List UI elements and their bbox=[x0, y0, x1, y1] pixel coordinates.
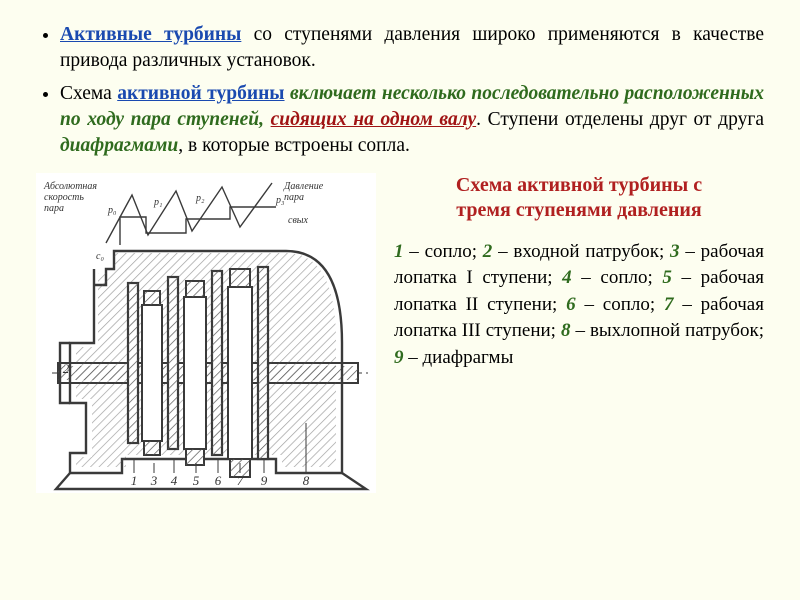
lg-9: 9 bbox=[394, 347, 404, 368]
callout-3: 3 bbox=[150, 473, 158, 488]
caption-line-2: тремя ступенями давления bbox=[456, 199, 701, 221]
term-one-shaft: сидящих на одном валу bbox=[271, 109, 477, 130]
b2-mid2: . Ступени отделены друг от друга bbox=[476, 109, 764, 130]
lbl-c0: c₀ bbox=[96, 251, 104, 262]
turbine-svg: Абсолютная скорость пара Давление пара p… bbox=[36, 173, 376, 493]
callout-6: 6 bbox=[215, 473, 222, 488]
lg-3: 3 bbox=[670, 241, 680, 262]
bullet-list: Активные турбины со ступенями давления ш… bbox=[36, 22, 764, 159]
callout-1: 1 bbox=[131, 473, 138, 488]
slide: Активные турбины со ступенями давления ш… bbox=[0, 0, 800, 600]
figure-legend: 1 – сопло; 2 – входной патрубок; 3 – раб… bbox=[394, 239, 764, 372]
term-active-turbine: активной турбины bbox=[117, 83, 284, 104]
term-active-turbines: Активные турбины bbox=[60, 24, 241, 45]
callout-4: 4 bbox=[171, 473, 178, 488]
figure-column: Абсолютная скорость пара Давление пара p… bbox=[36, 173, 376, 493]
lbl-abs-3: пара bbox=[44, 203, 64, 214]
lbl-p1: p₁ bbox=[153, 197, 162, 208]
lbl-p0: p₀ bbox=[107, 205, 117, 216]
lg-6: 6 bbox=[566, 294, 576, 315]
lbl-cout: cвых bbox=[288, 215, 309, 226]
bullet-1: Активные турбины со ступенями давления ш… bbox=[60, 22, 764, 73]
lbl-p2: p₂ bbox=[195, 193, 205, 204]
text-column: Схема активной турбины с тремя ступенями… bbox=[394, 173, 764, 372]
lg-5: 5 bbox=[662, 267, 672, 288]
caption-line-1: Схема активной турбины с bbox=[456, 174, 702, 196]
bullet-2: Схема активной турбины включает нескольк… bbox=[60, 81, 764, 158]
lg-4: 4 bbox=[562, 267, 572, 288]
callout-9: 9 bbox=[261, 473, 268, 488]
callout-5: 5 bbox=[193, 473, 200, 488]
callout-7: 7 bbox=[237, 473, 244, 488]
term-diaphragms: диафрагмами bbox=[60, 135, 178, 156]
lg-2: 2 bbox=[483, 241, 493, 262]
lbl-press-1: Давление bbox=[283, 181, 324, 192]
lbl-abs-2: скорость bbox=[44, 192, 84, 203]
lg-1: 1 bbox=[394, 241, 404, 262]
figure-caption: Схема активной турбины с тремя ступенями… bbox=[394, 173, 764, 223]
lower-row: Абсолютная скорость пара Давление пара p… bbox=[36, 173, 764, 493]
b2-pre: Схема bbox=[60, 83, 117, 104]
callout-2: 2 bbox=[63, 361, 70, 376]
lbl-abs-1: Абсолютная bbox=[43, 181, 97, 192]
callout-8: 8 bbox=[303, 473, 310, 488]
b2-tail: , в которые встроены сопла. bbox=[178, 135, 410, 156]
lbl-press-2: пара bbox=[284, 192, 304, 203]
turbine-diagram: Абсолютная скорость пара Давление пара p… bbox=[36, 173, 376, 493]
lbl-p3: p₃ bbox=[275, 195, 285, 206]
